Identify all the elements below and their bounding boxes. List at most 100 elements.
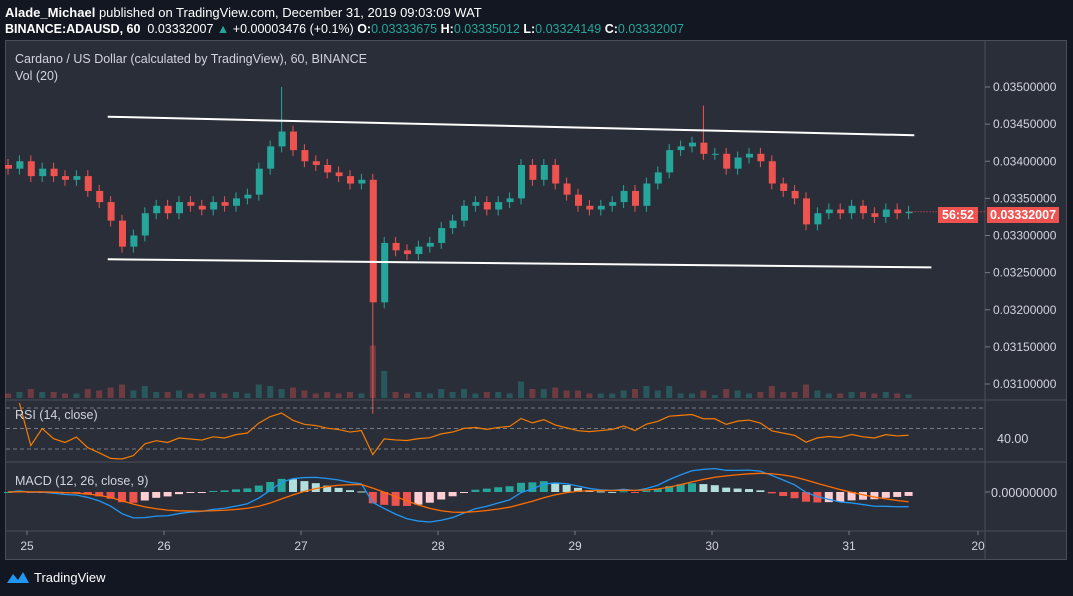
macd-histogram-bar (334, 487, 343, 492)
candle-body (96, 190, 104, 203)
candle-body (426, 242, 434, 247)
macd-histogram-bar (289, 479, 297, 492)
candle-body (438, 228, 446, 243)
candle-body (415, 246, 423, 255)
candle-body (632, 190, 639, 206)
macd-histogram-bar (574, 487, 582, 492)
last-price-badge: 0.03332007 (987, 207, 1060, 223)
macd-histogram-bar (870, 492, 879, 500)
volume-bar (483, 392, 490, 398)
candle-body (609, 202, 617, 206)
tradingview-logo[interactable]: TradingView (6, 569, 106, 585)
volume-bar (153, 392, 160, 398)
macd-histogram-bar (163, 492, 172, 497)
volume-bar (210, 392, 217, 398)
candle-body (837, 209, 845, 214)
candle-body (324, 164, 332, 173)
candle-body (882, 209, 890, 217)
macd-histogram-bar (733, 488, 742, 492)
macd-histogram-bar (824, 492, 833, 503)
volume-bar (586, 393, 593, 398)
volume-bar (632, 389, 638, 398)
volume-bar (563, 390, 570, 398)
trendline-lower (107, 258, 932, 269)
candle-body (187, 202, 195, 206)
volume-bar (689, 393, 695, 398)
volume-bar (723, 389, 730, 398)
macd-histogram-bar (859, 492, 867, 500)
macd-histogram-bar (836, 492, 845, 502)
volume-bar (700, 390, 707, 398)
price-tick-label: 0.03500000 (993, 80, 1057, 94)
macd-histogram-bar (209, 490, 218, 492)
candle-body (301, 150, 309, 162)
candle-body (233, 198, 240, 206)
volume-bar (711, 395, 718, 398)
candle-body (347, 176, 354, 184)
volume-bar (837, 393, 844, 398)
volume-bar (734, 390, 741, 398)
volume-bar (221, 393, 228, 398)
candle-body (711, 153, 719, 155)
trendline-upper (107, 115, 915, 137)
volume-bar (39, 392, 46, 398)
candle-body (677, 146, 685, 151)
candle-body (461, 205, 468, 221)
volume-bar (16, 392, 23, 398)
volume-bar (176, 390, 182, 398)
candle-body (278, 131, 286, 147)
macd-histogram-bar (802, 492, 810, 502)
macd-histogram-bar (608, 491, 617, 493)
candle-body (16, 161, 24, 169)
macd-histogram-bar (311, 483, 320, 492)
candle-body (540, 164, 548, 180)
macd-histogram-bar (790, 492, 799, 499)
candle-body (39, 168, 47, 177)
candle-body (814, 213, 822, 225)
tradingview-logo-icon (7, 572, 29, 583)
volume-bar (290, 387, 296, 398)
volume-bar (233, 392, 239, 398)
macd-histogram-bar (425, 492, 434, 503)
volume-bar (107, 387, 114, 398)
candle-body (84, 176, 92, 191)
candle-body (449, 220, 457, 229)
volume-bar (324, 392, 331, 398)
candle-body (518, 164, 525, 199)
macd-histogram-bar (140, 492, 149, 501)
author-name[interactable]: Alade_Michael (5, 5, 96, 20)
up-arrow-icon: ▲ (216, 22, 230, 36)
candle-body (267, 146, 275, 169)
macd-histogram-bar (197, 492, 206, 493)
volume-bar (643, 386, 650, 398)
volume-bar (438, 389, 445, 398)
high-value: 0.03335012 (453, 22, 520, 36)
macd-histogram-bar (118, 492, 126, 503)
macd-histogram-bar (300, 481, 309, 492)
candle-body (290, 131, 297, 151)
candle-body (130, 235, 138, 247)
candle-body (654, 172, 662, 184)
macd-histogram-bar (368, 492, 377, 504)
macd-histogram-bar (414, 492, 423, 505)
macd-histogram-bar (346, 490, 354, 492)
volume-bar (278, 389, 285, 398)
candle-body (404, 250, 411, 255)
candle-body (381, 242, 389, 303)
macd-histogram-bar (710, 485, 719, 492)
macd-histogram-bar (175, 492, 183, 495)
volume-bar (255, 384, 262, 398)
candle-body (848, 205, 856, 214)
publish-text: published on TradingView.com, December 3… (98, 5, 482, 20)
volume-bar (50, 392, 57, 398)
candle-body (369, 179, 377, 303)
candle-body (73, 176, 81, 180)
volume-bar (381, 371, 388, 398)
volume-bar (518, 381, 524, 398)
candle-body (27, 161, 35, 177)
time-tick-label: 20 (971, 539, 985, 553)
macd-histogram-bar (460, 492, 468, 493)
volume-bar (84, 389, 91, 398)
volume-bar (73, 393, 80, 398)
